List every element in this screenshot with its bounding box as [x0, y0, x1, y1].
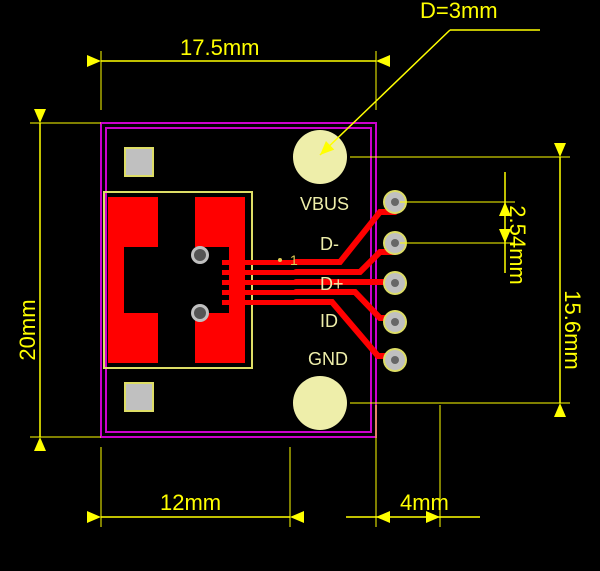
pin-label: D-	[320, 234, 339, 254]
mounting-hole	[293, 376, 347, 430]
dim-height: 20mm	[15, 299, 40, 360]
copper-pad	[108, 313, 158, 363]
dim-holes-spacing: 15.6mm	[560, 290, 585, 369]
pin-label: D+	[320, 274, 344, 294]
pin1-marker: 1	[290, 252, 298, 268]
dim-width-top: 17.5mm	[180, 35, 259, 60]
copper-trace	[296, 302, 395, 356]
pin-label: GND	[308, 349, 348, 369]
copper-pad	[108, 197, 158, 247]
mount-pad	[125, 383, 153, 411]
dim-diameter: D=3mm	[420, 0, 498, 23]
pcb-diagram: VBUS D- D+ ID GND 1 17.5mm 12mm 4mm 20mm 15.6mm 2.5…	[0, 0, 600, 571]
dim-pitch: 2.54mm	[505, 205, 530, 284]
pin-label: VBUS	[300, 194, 349, 214]
dim-4mm: 4mm	[400, 490, 449, 515]
pin-label: ID	[320, 311, 338, 331]
dim-width-bottom: 12mm	[160, 490, 221, 515]
copper-pad	[195, 197, 245, 247]
mount-pad	[125, 148, 153, 176]
mounting-hole	[293, 130, 347, 184]
